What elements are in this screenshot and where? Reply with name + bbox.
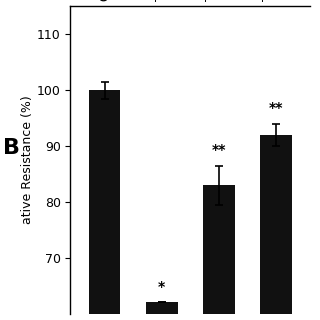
Bar bbox=[203, 185, 235, 320]
Text: **: ** bbox=[212, 143, 226, 157]
Bar bbox=[260, 135, 292, 320]
Y-axis label: ative Resistance (%): ative Resistance (%) bbox=[21, 96, 34, 224]
Text: B: B bbox=[3, 138, 20, 158]
Bar bbox=[146, 302, 178, 320]
Bar bbox=[89, 90, 120, 320]
Text: *: * bbox=[158, 280, 165, 294]
Text: **: ** bbox=[269, 101, 284, 115]
